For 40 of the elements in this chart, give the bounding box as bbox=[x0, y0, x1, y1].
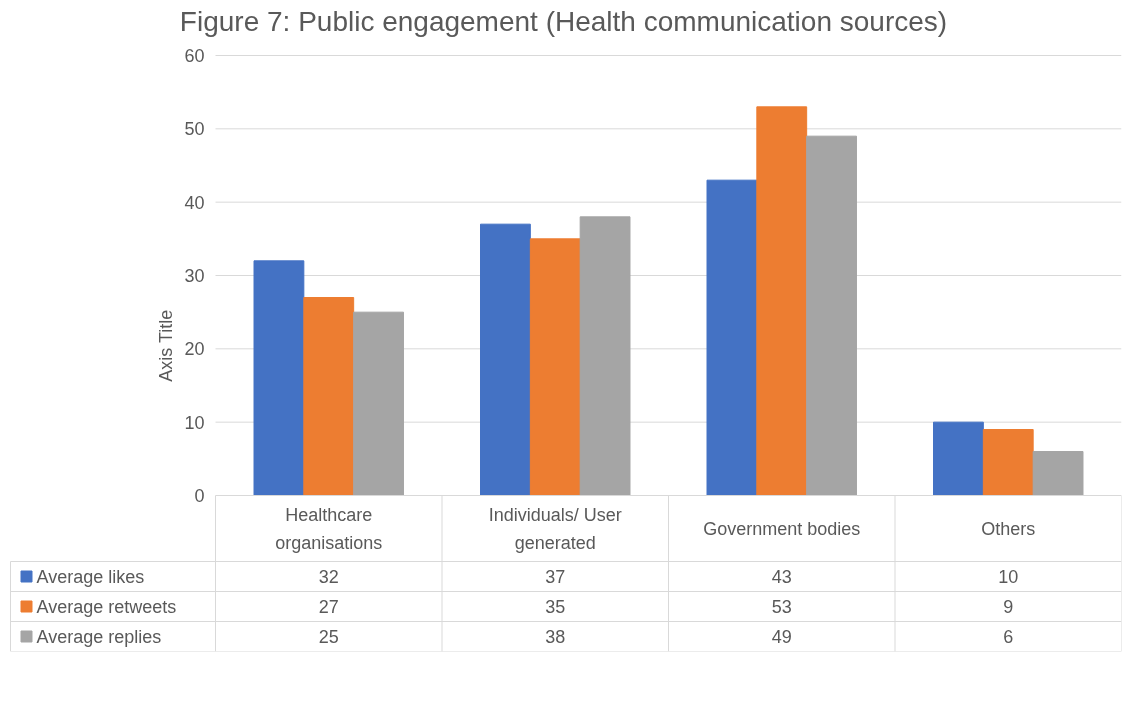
y-tick-label: 30 bbox=[184, 266, 205, 286]
data-label: 53 bbox=[771, 597, 792, 617]
legend-label: Average replies bbox=[36, 626, 162, 647]
x-tick-label: Others bbox=[981, 518, 1036, 539]
y-tick-label: 10 bbox=[184, 412, 205, 433]
x-tick-label: Government bodies bbox=[703, 518, 861, 539]
bar bbox=[579, 216, 631, 496]
bar bbox=[529, 238, 581, 496]
data-label: 27 bbox=[318, 597, 339, 617]
y-axis-title: Axis Title bbox=[156, 309, 177, 382]
data-label: 43 bbox=[771, 567, 792, 587]
chart-title: Figure 7: Public engagement (Health communication sources) bbox=[179, 5, 948, 37]
legend-label: Average retweets bbox=[36, 596, 177, 617]
data-label: 10 bbox=[998, 567, 1019, 587]
y-tick-label: 20 bbox=[184, 339, 205, 360]
data-label: 32 bbox=[318, 567, 339, 587]
data-label: 9 bbox=[1003, 597, 1014, 617]
bar bbox=[480, 223, 531, 496]
bar bbox=[706, 179, 758, 496]
y-tick-label: 50 bbox=[184, 119, 205, 140]
bar bbox=[756, 106, 808, 496]
bar bbox=[353, 311, 404, 496]
data-label: 35 bbox=[545, 597, 566, 617]
y-tick-label: 0 bbox=[194, 486, 205, 506]
x-tick-label: Healthcare organisations bbox=[275, 504, 383, 553]
data-label: 38 bbox=[545, 627, 566, 647]
data-label: 25 bbox=[318, 627, 339, 647]
bar bbox=[253, 260, 305, 496]
legend-label: Average likes bbox=[36, 566, 145, 587]
data-label: 49 bbox=[771, 627, 792, 647]
y-tick-label: 40 bbox=[184, 192, 205, 213]
bar bbox=[982, 429, 1034, 496]
bar bbox=[1032, 451, 1084, 496]
bar bbox=[303, 297, 355, 496]
x-tick-label: Individuals/ User generated bbox=[488, 504, 622, 553]
data-label: 37 bbox=[545, 567, 566, 587]
data-label: 6 bbox=[1003, 627, 1014, 647]
bar bbox=[933, 421, 984, 496]
bar bbox=[806, 135, 857, 496]
y-tick-label: 60 bbox=[184, 46, 205, 66]
